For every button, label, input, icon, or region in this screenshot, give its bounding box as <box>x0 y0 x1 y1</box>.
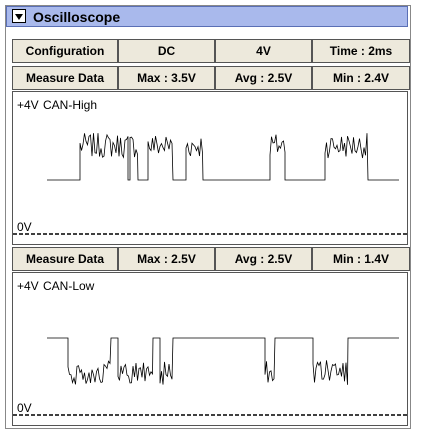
table-cell: Configuration <box>12 39 118 63</box>
waveform-canvas <box>13 337 407 416</box>
table-row: Measure Data Max : 2.5V Avg : 2.5V Min : 1.… <box>12 247 410 271</box>
table-cell: Measure Data <box>12 247 118 271</box>
table-cell: Max : 3.5V <box>118 66 215 90</box>
bottom-voltage-label: 0V <box>17 401 32 415</box>
top-voltage-label: +4V <box>17 98 39 112</box>
table-cell: Time : 2ms <box>312 39 410 63</box>
table-cell: Measure Data <box>12 66 118 90</box>
title-bar: Oscilloscope <box>6 6 408 27</box>
title: Oscilloscope <box>33 9 121 25</box>
plot-area: +4V CAN-Low 0V <box>12 272 408 426</box>
table-cell: Avg : 2.5V <box>215 66 312 90</box>
table-row: Configuration DC 4V Time : 2ms <box>12 39 410 63</box>
channel-name: CAN-High <box>43 98 98 112</box>
table-cell: Avg : 2.5V <box>215 247 312 271</box>
bottom-voltage-label: 0V <box>17 220 32 234</box>
table-cell: 4V <box>215 39 312 63</box>
waveform <box>47 133 399 181</box>
channel-name: CAN-Low <box>43 279 95 293</box>
table-cell: Min : 1.4V <box>312 247 410 271</box>
plot-area: +4V CAN-High 0V <box>12 91 408 245</box>
waveform-canvas <box>13 133 407 235</box>
waveform <box>47 337 399 385</box>
table-row: Measure Data Max : 3.5V Avg : 2.5V Min : 2.… <box>12 66 410 90</box>
triangle-icon <box>15 14 23 20</box>
table-cell: DC <box>118 39 215 63</box>
table-cell: Max : 2.5V <box>118 247 215 271</box>
table-cell: Min : 2.4V <box>312 66 410 90</box>
top-voltage-label: +4V <box>17 279 39 293</box>
collapse-toggle[interactable] <box>12 9 26 23</box>
